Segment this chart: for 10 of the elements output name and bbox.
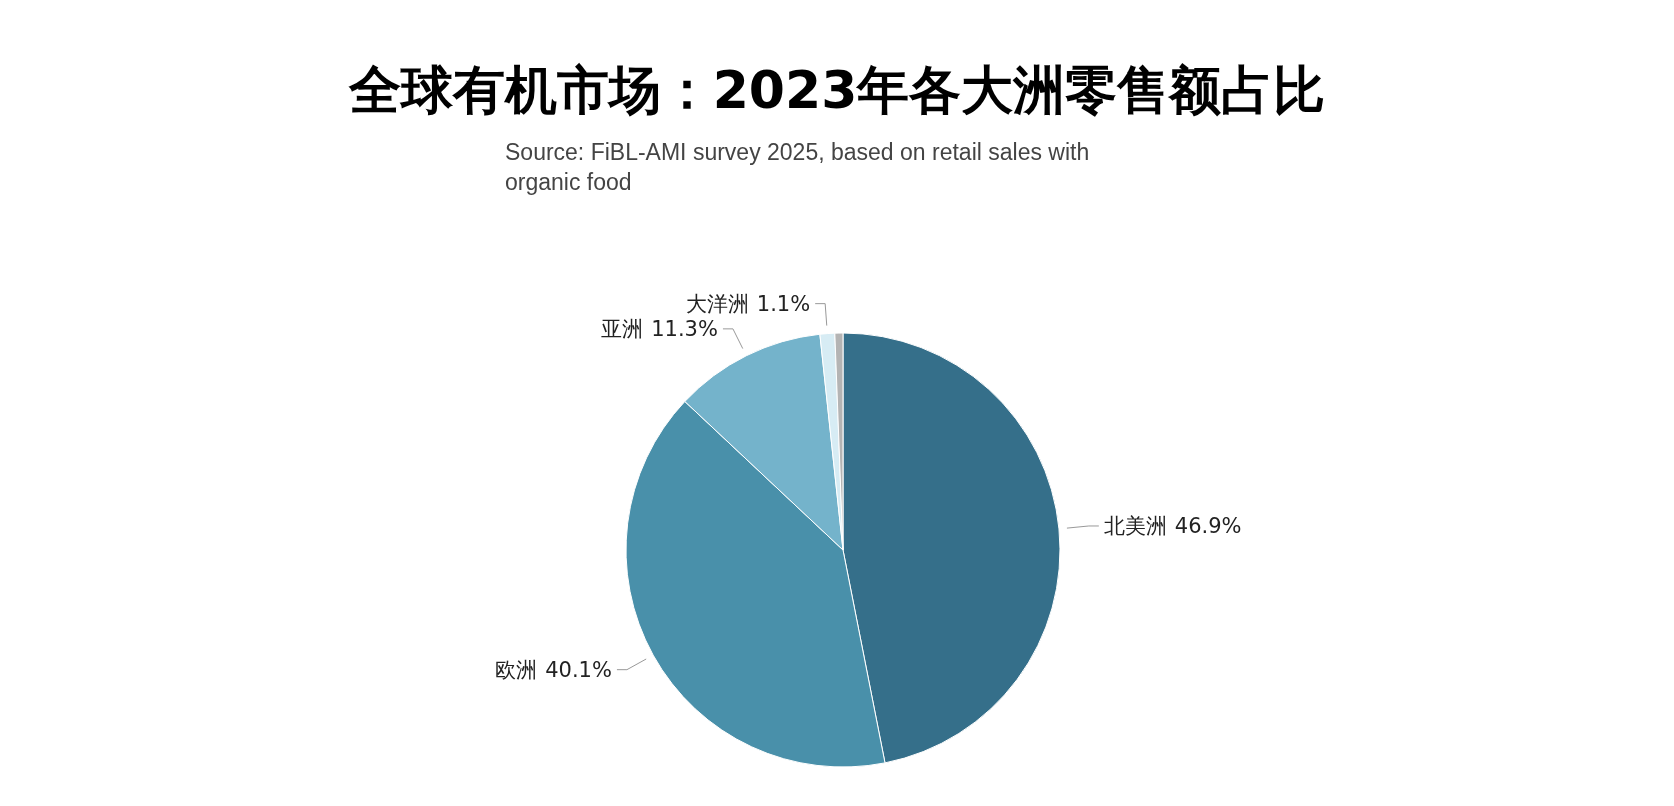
data-label: 11.3% [651, 316, 718, 341]
slice-label: 欧洲 [495, 657, 538, 682]
slice-label: 北美洲 [1103, 513, 1167, 538]
slice-label: 亚洲 [601, 316, 644, 341]
chart-title: 全球有机市场：2023年各大洲零售额占比 [347, 60, 1326, 120]
slice-label: 大洋洲 [685, 291, 749, 316]
data-label: 46.9% [1174, 513, 1242, 538]
chart-subtitle: Source: FiBL-AMI survey 2025, based on retail sales with organic food [505, 139, 1090, 195]
data-label: 1.1% [756, 291, 811, 316]
data-label: 40.1% [545, 657, 612, 682]
